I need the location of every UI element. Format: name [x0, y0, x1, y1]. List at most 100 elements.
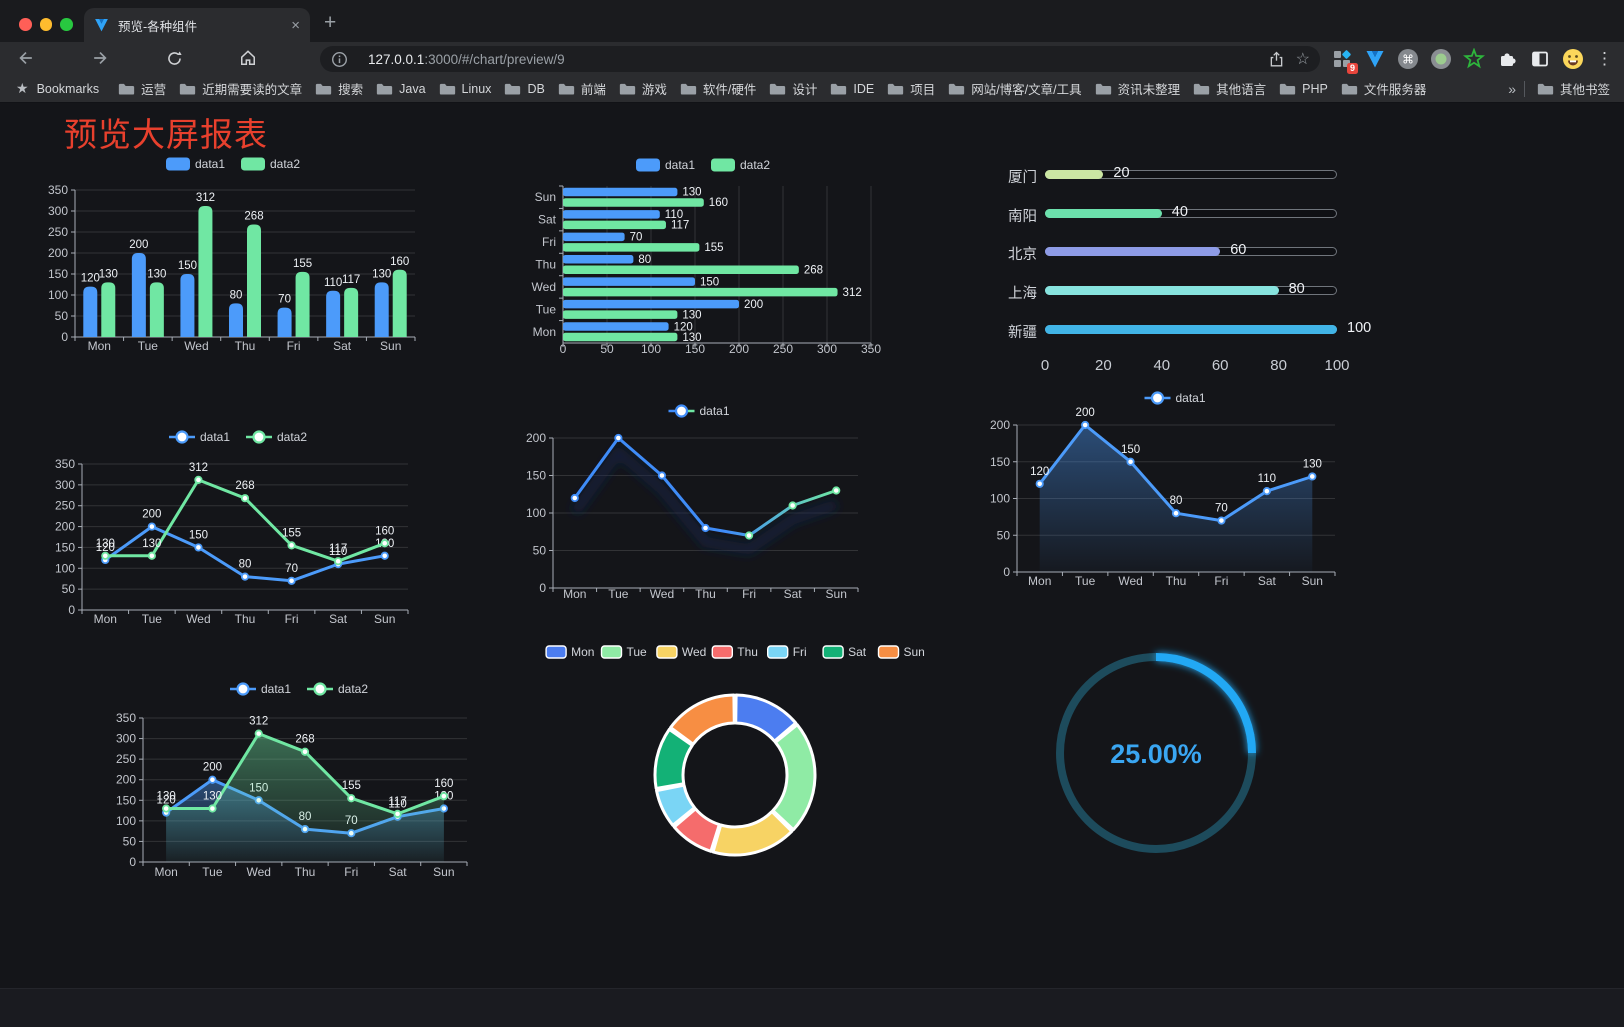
svg-text:Sun: Sun: [374, 612, 395, 626]
folder-icon: [179, 83, 196, 95]
svg-text:110: 110: [388, 799, 406, 811]
bookmark-folder[interactable]: 其他语言: [1193, 79, 1266, 98]
line-chart-svg: data1 data2 0 50 100 150 200 250 300 350 Mon Tue Wed…: [55, 430, 409, 626]
axis-tick-label: 0: [1040, 357, 1050, 374]
home-icon[interactable]: [236, 46, 260, 70]
svg-text:Mon: Mon: [571, 645, 594, 659]
bookmarks-label: Bookmarks: [36, 81, 100, 96]
svg-text:Wed: Wed: [532, 280, 556, 294]
site-info-icon[interactable]: [331, 51, 348, 68]
bookmark-folder[interactable]: 设计: [769, 79, 817, 98]
svg-text:data1: data1: [195, 157, 225, 171]
svg-text:110: 110: [1258, 473, 1276, 485]
chart-line-gradient[interactable]: data1 0 50 100 150 200 Mon Tue Wed Thu Fri Sat Sun: [505, 398, 905, 610]
forward-icon[interactable]: [88, 46, 112, 70]
bookmark-folder[interactable]: 项目: [887, 79, 935, 98]
reload-icon[interactable]: [162, 46, 186, 70]
svg-text:150: 150: [526, 469, 546, 483]
svg-text:Fri: Fri: [344, 865, 358, 879]
chart-bar-horizontal[interactable]: data1 data2 0 50 100 150 200 250 300 350 Mon 120 130…: [505, 150, 905, 362]
chart-line-dual[interactable]: data1 data2 0 50 100 150 200 250 300 350 Mon Tue Wed…: [40, 420, 470, 635]
chart-bar-vertical[interactable]: data1 data2 0 50 100 150 200 250 300 350 Mon Tue Wed…: [40, 148, 470, 362]
svg-text:268: 268: [295, 734, 314, 746]
svg-text:80: 80: [638, 254, 651, 266]
close-window-button[interactable]: [19, 18, 32, 31]
svg-text:312: 312: [249, 716, 268, 728]
extension-emoji-icon[interactable]: [1561, 47, 1585, 71]
bookmark-folder[interactable]: 搜索: [315, 79, 363, 98]
svg-text:data1: data1: [665, 158, 695, 172]
extension-command-icon[interactable]: ⌘: [1396, 47, 1420, 71]
zoom-window-button[interactable]: [60, 18, 73, 31]
extension-puzzle-icon[interactable]: [1495, 47, 1519, 71]
bookmarks-star-icon[interactable]: ★: [16, 80, 29, 96]
chart-donut[interactable]: Mon Tue Wed Thu Fri Sat Sun: [545, 640, 935, 880]
svg-text:150: 150: [178, 260, 197, 272]
bookmark-folder[interactable]: 网站/博客/文章/工具: [948, 79, 1082, 98]
svg-text:250: 250: [773, 342, 793, 356]
svg-text:Mon: Mon: [533, 325, 556, 339]
svg-text:Thu: Thu: [295, 865, 316, 879]
browser-menu-icon[interactable]: ⋮: [1596, 48, 1613, 68]
bookmark-folder[interactable]: 运营: [118, 79, 166, 98]
chart-line-area[interactable]: data1 0 50 100 150 200 Mon Tue Wed Thu Fri Sat Sun 12…: [985, 388, 1385, 598]
bookmarks-overflow-chevron[interactable]: »: [1508, 80, 1516, 97]
svg-text:200: 200: [990, 418, 1010, 432]
svg-text:data1: data1: [200, 430, 230, 444]
bookmark-folder[interactable]: 游戏: [619, 79, 667, 98]
svg-text:Thu: Thu: [535, 258, 556, 272]
minimize-window-button[interactable]: [39, 18, 52, 31]
bookmark-folder[interactable]: 软件/硬件: [680, 79, 756, 98]
bookmark-folder[interactable]: Linux: [439, 82, 491, 96]
svg-text:250: 250: [55, 499, 75, 513]
back-icon[interactable]: [14, 46, 38, 70]
bookmark-folder[interactable]: IDE: [830, 82, 874, 96]
svg-text:80: 80: [239, 559, 252, 571]
url-path: :3000/#/chart/preview/9: [424, 51, 565, 67]
svg-text:250: 250: [48, 225, 68, 239]
extension-record-icon[interactable]: [1429, 47, 1453, 71]
page-bottom-strip: [0, 988, 1624, 1027]
folder-icon: [558, 83, 574, 95]
bookmark-folder[interactable]: 资讯未整理: [1095, 79, 1180, 98]
bookmark-folder[interactable]: PHP: [1279, 82, 1328, 96]
bookmark-folder[interactable]: Java: [376, 82, 426, 96]
bookmark-folder[interactable]: 前端: [558, 79, 606, 98]
svg-text:300: 300: [55, 478, 75, 492]
svg-text:130: 130: [1303, 458, 1322, 470]
svg-text:312: 312: [196, 192, 215, 204]
chart-progress-bars[interactable]: 厦门 20 南阳 40 北京 60 上海 80 新疆 100 0 20 40 60 80 100: [985, 150, 1385, 390]
bookmark-folder[interactable]: 近期需要读的文章: [179, 79, 302, 98]
svg-text:Thu: Thu: [1166, 574, 1187, 588]
other-bookmarks[interactable]: 其他书签: [1537, 79, 1610, 98]
svg-text:150: 150: [1121, 444, 1140, 456]
donut-chart-svg: Mon Tue Wed Thu Fri Sat Sun: [545, 645, 925, 857]
chart-gauge[interactable]: 25.00%: [1040, 640, 1280, 870]
tab-close-icon[interactable]: ×: [291, 16, 300, 34]
svg-text:150: 150: [48, 267, 68, 281]
extension-sidepanel-icon[interactable]: [1528, 47, 1552, 71]
share-icon[interactable]: [1267, 50, 1286, 69]
extension-grid-icon[interactable]: 9: [1330, 47, 1358, 74]
address-bar[interactable]: 127.0.0.1:3000/#/chart/preview/9 ☆: [320, 46, 1320, 72]
bookmark-folder[interactable]: 文件服务器: [1341, 79, 1426, 98]
progress-row: 上海 80: [985, 279, 1385, 302]
extension-badge: 9: [1346, 62, 1358, 74]
browser-tab[interactable]: 预览-各种组件 ×: [84, 8, 310, 42]
progress-value: 100: [1347, 320, 1372, 336]
svg-text:312: 312: [843, 287, 862, 299]
line-chart-svg: data1 0 50 100 150 200 Mon Tue Wed Thu Fri Sat Sun 12…: [990, 391, 1336, 588]
svg-text:Mon: Mon: [1028, 574, 1051, 588]
bookmarks-bar: ★ Bookmarks 运营 近期需要读的文章 搜索 Java Linux DB 前端 游戏软…: [0, 75, 1624, 103]
svg-text:Fri: Fri: [542, 235, 556, 249]
bookmark-folder[interactable]: DB: [504, 82, 545, 96]
extension-vue-icon[interactable]: [1363, 47, 1387, 71]
progress-label: 新疆: [1008, 325, 1037, 341]
svg-text:Wed: Wed: [1118, 574, 1142, 588]
bookmark-star-icon[interactable]: ☆: [1295, 51, 1310, 68]
chart-area-dual[interactable]: data1 data2 0 50 100 150 200 250 300 350 Mon Tue Wed…: [95, 672, 525, 887]
extension-star-icon[interactable]: [1462, 47, 1486, 71]
new-tab-button[interactable]: +: [324, 11, 337, 34]
svg-text:130: 130: [682, 332, 701, 344]
svg-text:155: 155: [704, 242, 723, 254]
